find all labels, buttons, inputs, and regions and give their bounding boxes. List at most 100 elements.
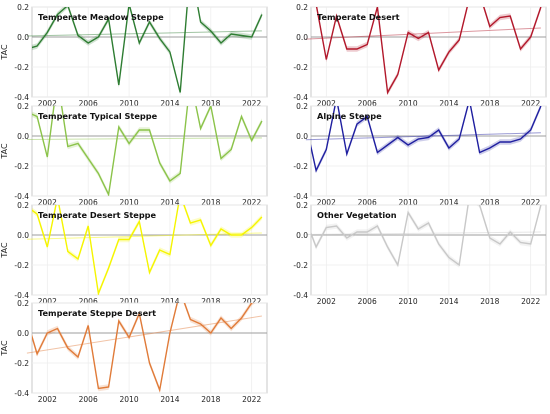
- plot-frame: [31, 302, 268, 394]
- y-axis-label: TAC: [0, 242, 9, 259]
- panel-title: Temperate Steppe Desert: [38, 308, 156, 318]
- series-line: [315, 7, 542, 95]
- panel-title: Temperate Typical Steppe: [38, 111, 158, 121]
- x-tick-label: 2018: [201, 99, 220, 108]
- x-tick-label: 2022: [521, 99, 540, 108]
- trend-line: [26, 315, 262, 354]
- series-line: [311, 106, 542, 173]
- x-tick-label: 2006: [79, 99, 98, 108]
- panel-title: Other Vegetation: [317, 210, 397, 220]
- confidence-band: [32, 7, 262, 96]
- y-tick-label: -0.4: [293, 93, 308, 102]
- series-line: [32, 7, 263, 93]
- series-line: [32, 106, 263, 196]
- series-line: [32, 205, 263, 295]
- plot-frame: [310, 204, 547, 296]
- x-tick-label: 2010: [120, 99, 139, 108]
- y-tick-label: 0.0: [17, 329, 29, 338]
- x-tick-label: 2002: [38, 198, 57, 207]
- y-tick-label: -0.2: [14, 63, 29, 72]
- x-tick-label: 2018: [480, 99, 499, 108]
- y-tick-label: 0.0: [17, 231, 29, 240]
- x-tick-label: 2018: [201, 198, 220, 207]
- x-tick-label: 2002: [38, 297, 57, 306]
- x-tick-label: 2018: [480, 297, 499, 306]
- panel-title: Alpine Steppe: [317, 111, 382, 121]
- x-tick-label: 2022: [242, 395, 261, 404]
- x-tick-label: 2022: [521, 198, 540, 207]
- x-tick-label: 2010: [120, 198, 139, 207]
- x-tick-label: 2002: [317, 99, 336, 108]
- x-tick-label: 2018: [201, 297, 220, 306]
- plot-frame: [31, 105, 268, 197]
- y-tick-label: -0.4: [14, 291, 29, 300]
- x-tick-label: 2010: [399, 99, 418, 108]
- x-tick-label: 2006: [79, 297, 98, 306]
- confidence-band: [32, 205, 262, 295]
- series-line: [32, 303, 253, 393]
- panel-3: -0.4 -0.2 0.0 0.2 2002 2006 2010 2014 2018 2022 TA…: [0, 102, 268, 207]
- x-tick-label: 2018: [480, 198, 499, 207]
- x-tick-label: 2010: [399, 198, 418, 207]
- x-tick-label: 2014: [160, 99, 179, 108]
- x-tick-label: 2002: [38, 395, 57, 404]
- panel-title: Temperate Desert Steppe: [38, 210, 157, 220]
- x-tick-label: 2014: [160, 297, 179, 306]
- y-tick-label: -0.2: [14, 261, 29, 270]
- x-tick-label: 2014: [160, 198, 179, 207]
- x-tick-label: 2006: [358, 99, 377, 108]
- trend-line: [305, 231, 541, 235]
- y-tick-label: 0.2: [296, 102, 308, 111]
- y-tick-label: -0.2: [14, 162, 29, 171]
- x-tick-label: 2006: [358, 198, 377, 207]
- y-tick-label: 0.0: [17, 132, 29, 141]
- x-tick-label: 2002: [38, 99, 57, 108]
- x-tick-label: 2014: [439, 297, 458, 306]
- y-tick-label: -0.4: [14, 192, 29, 201]
- y-tick-label: -0.2: [293, 162, 308, 171]
- x-tick-label: 2022: [242, 99, 261, 108]
- y-tick-label: 0.2: [296, 201, 308, 210]
- y-tick-label: 0.2: [296, 3, 308, 12]
- series-line: [311, 205, 542, 267]
- x-tick-label: 2006: [358, 297, 377, 306]
- x-tick-label: 2006: [79, 395, 98, 404]
- y-axis-label: TAC: [0, 340, 9, 357]
- y-tick-label: 0.0: [296, 132, 308, 141]
- plot-frame: [310, 105, 547, 197]
- trend-line: [305, 27, 541, 40]
- y-tick-label: -0.2: [293, 63, 308, 72]
- y-tick-label: -0.4: [293, 192, 308, 201]
- x-tick-label: 2010: [120, 297, 139, 306]
- x-tick-label: 2022: [242, 198, 261, 207]
- y-tick-label: 0.2: [17, 102, 29, 111]
- trend-line: [305, 132, 541, 141]
- panel-title: Temperate Desert: [317, 12, 400, 22]
- plot-frame: [31, 204, 268, 296]
- panel-6: -0.4 -0.2 0.0 0.2 2002 2006 2010 2014 2018 2022 Ot…: [293, 201, 547, 306]
- y-tick-label: -0.4: [14, 389, 29, 398]
- x-tick-label: 2014: [160, 395, 179, 404]
- x-tick-label: 2010: [399, 297, 418, 306]
- x-tick-label: 2002: [317, 297, 336, 306]
- y-tick-label: -0.2: [14, 359, 29, 368]
- y-tick-label: 0.2: [17, 201, 29, 210]
- y-tick-label: 0.0: [296, 231, 308, 240]
- y-tick-label: -0.2: [293, 261, 308, 270]
- panel-title: Temperate Meadow Steppe: [38, 12, 164, 22]
- panel-7: -0.4 -0.2 0.0 0.2 2002 2006 2010 2014 2018 2022 TA…: [0, 299, 268, 404]
- y-tick-label: 0.0: [296, 33, 308, 42]
- x-tick-label: 2022: [521, 297, 540, 306]
- x-tick-label: 2018: [201, 395, 220, 404]
- y-axis-label: TAC: [0, 44, 9, 61]
- y-tick-label: -0.4: [14, 93, 29, 102]
- y-tick-label: 0.0: [17, 33, 29, 42]
- panel-5: -0.4 -0.2 0.0 0.2 2002 2006 2010 2014 2018 2022 TA…: [0, 201, 268, 306]
- y-tick-label: 0.2: [17, 3, 29, 12]
- panel-4: -0.4 -0.2 0.0 0.2 2002 2006 2010 2014 2018 2022 Al…: [293, 102, 547, 207]
- x-tick-label: 2010: [120, 395, 139, 404]
- plot-frame: [310, 6, 547, 98]
- y-tick-label: 0.2: [17, 299, 29, 308]
- y-tick-label: -0.4: [293, 291, 308, 300]
- x-tick-label: 2002: [317, 198, 336, 207]
